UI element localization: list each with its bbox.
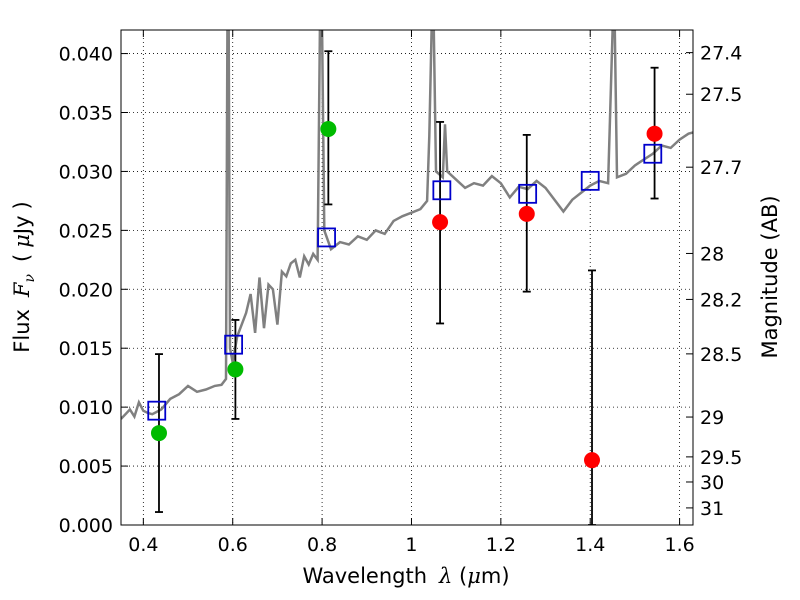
model-photometry-square <box>643 143 663 164</box>
y2-tick-label: 27.5 <box>700 84 742 106</box>
x-axis-label: Wavelength <box>302 564 427 588</box>
model-spectrum-line <box>121 30 693 420</box>
y-axis-unit: Jy <box>10 215 34 236</box>
x-axis-unit-open: ( <box>452 564 467 588</box>
model-photometry-square <box>224 334 244 355</box>
y2-tick-label: 29 <box>700 407 724 429</box>
model-photometry-square <box>147 400 167 421</box>
x-axis-unit-close: m) <box>481 564 510 588</box>
model-photometry-square <box>432 180 452 201</box>
y-axis-unit-open: ( <box>10 254 34 262</box>
y-tick-label: 0.040 <box>59 44 113 66</box>
x-axis-title: Wavelength λ (μm) <box>302 564 509 588</box>
x-axis-unit-mu: μ <box>467 564 481 588</box>
axis-layer: 0.4 0.6 0.8 1 1.2 1.4 1.6 0.000 0.005 0.010 0.015 0… <box>59 30 742 556</box>
y-axis-symbol-sub: ν <box>22 273 38 282</box>
y-tick-label: 0.020 <box>59 279 113 301</box>
y-axis-label: Flux <box>10 309 34 353</box>
y2-tick-label: 30 <box>700 472 724 494</box>
plot-frame <box>120 29 694 526</box>
y2-tick-label: 31 <box>700 498 724 520</box>
y2-axis-title: Magnitude (AB) <box>758 195 782 358</box>
x-tick-label: 1.6 <box>664 534 694 556</box>
model-photometry-square <box>317 227 336 248</box>
y-axis-unit-mu: μ <box>10 234 34 248</box>
y-tick-label: 0.030 <box>59 161 113 183</box>
x-tick-label: 1.4 <box>575 534 605 556</box>
red-data-point <box>518 205 535 222</box>
x-tick-label: 0.4 <box>128 534 158 556</box>
y-tick-label: 0.005 <box>59 456 113 478</box>
green-data-point <box>150 425 167 442</box>
y-axis-symbol: F <box>10 281 34 298</box>
red-data-point <box>584 452 601 469</box>
x-axis-symbol: λ <box>438 564 452 588</box>
grid-layer <box>121 30 693 526</box>
y2-tick-label: 28 <box>700 243 724 265</box>
model-photometry-square <box>518 183 538 204</box>
green-data-point <box>227 361 244 378</box>
y-tick-label: 0.015 <box>59 338 113 360</box>
y2-tick-label: 28.2 <box>700 289 742 311</box>
y-axis-title: Flux Fν ( μJy) <box>10 201 38 352</box>
model-photometry-square <box>580 170 600 191</box>
y-tick-label: 0.025 <box>59 220 113 242</box>
y2-tick-label: 27.7 <box>700 157 742 179</box>
y-tick-label: 0.000 <box>59 515 113 537</box>
y-axis-paren-close: ) <box>10 201 34 209</box>
red-data-point <box>432 214 449 231</box>
y2-tick-label: 29.5 <box>700 447 742 469</box>
x-tick-label: 0.6 <box>218 534 248 556</box>
plot-layer <box>121 30 693 525</box>
y-tick-label: 0.010 <box>59 397 113 419</box>
y2-tick-label: 27.4 <box>700 43 742 65</box>
red-data-point <box>646 125 663 142</box>
y-tick-label: 0.035 <box>59 103 113 125</box>
x-tick-label: 1 <box>405 534 417 556</box>
x-tick-label: 0.8 <box>307 534 337 556</box>
y2-tick-label: 28.5 <box>700 344 742 366</box>
green-data-point <box>320 121 337 137</box>
x-tick-label: 1.2 <box>486 534 516 556</box>
